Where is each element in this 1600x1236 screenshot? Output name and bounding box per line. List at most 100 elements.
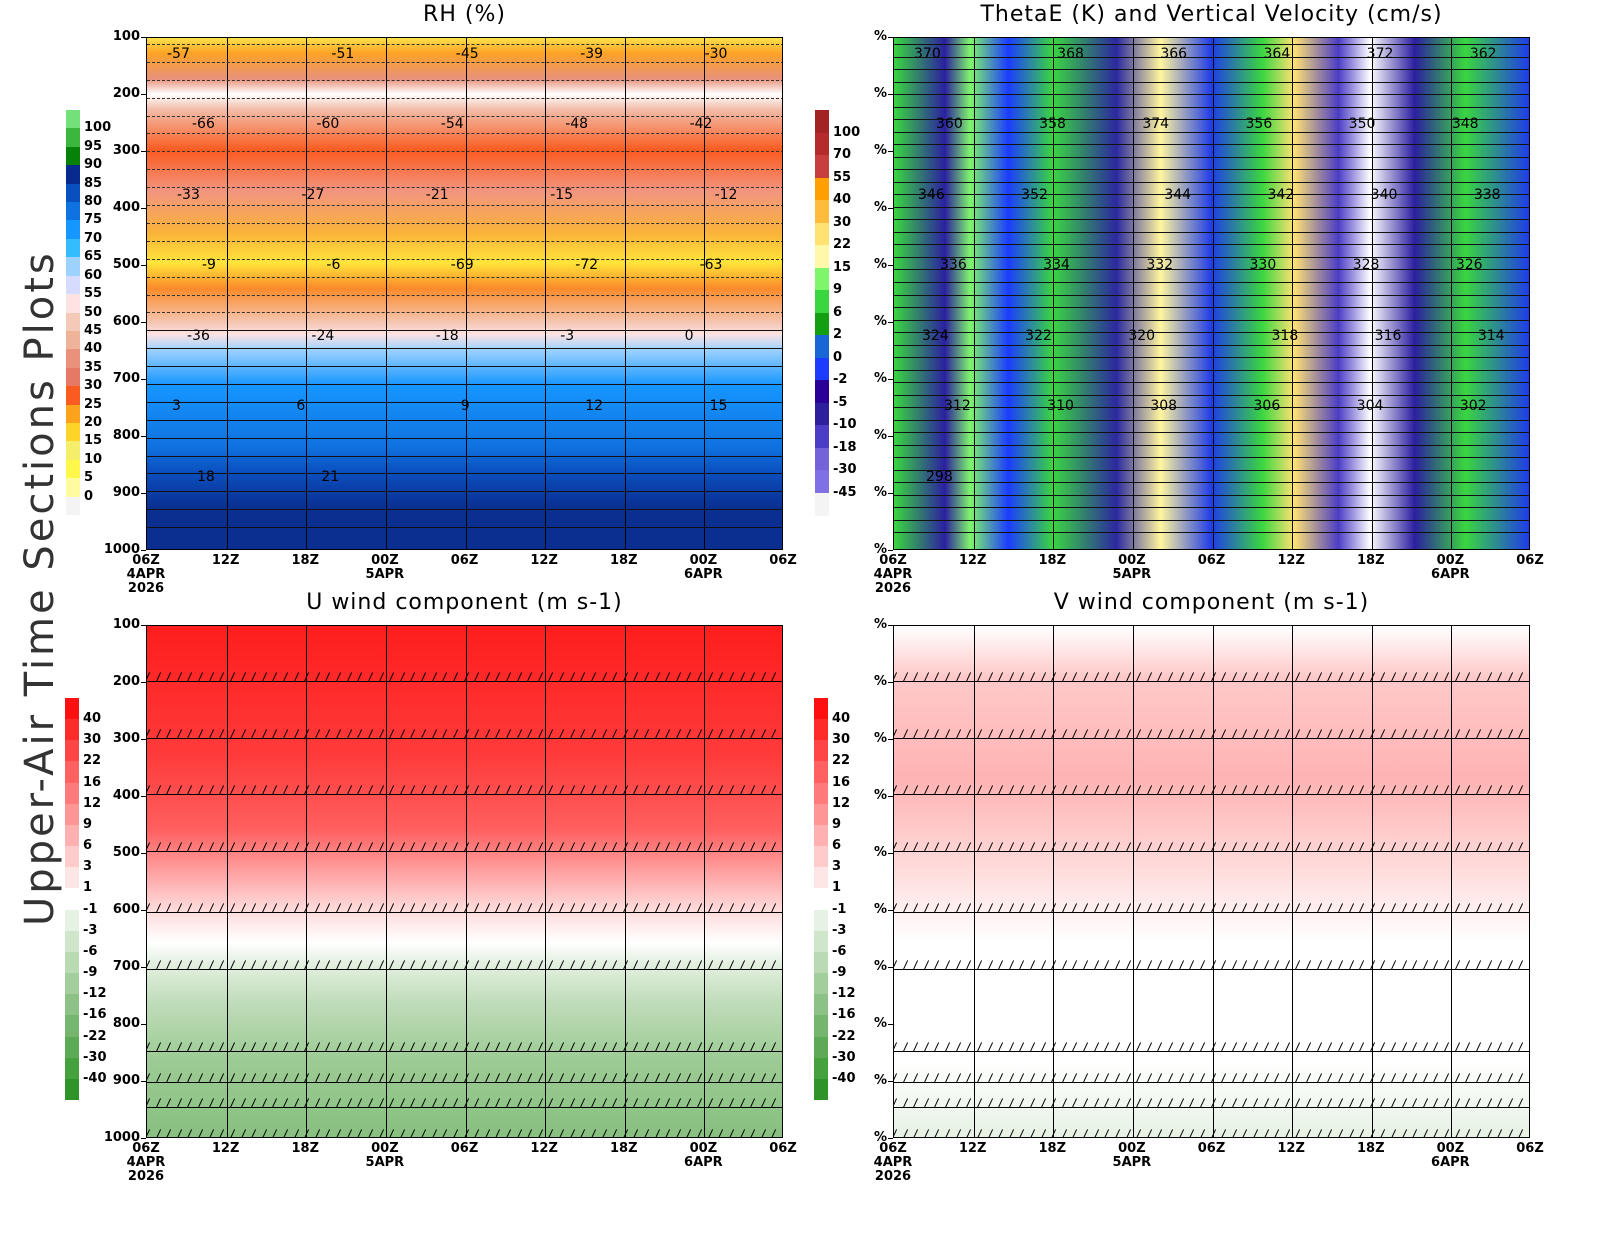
- x-tick-label: 12Z: [1277, 1141, 1305, 1156]
- contour-line: [894, 369, 1529, 371]
- contour-line: [894, 469, 1529, 471]
- wind-barb: [240, 1129, 246, 1137]
- y-tick: [888, 1081, 893, 1082]
- y-tick: [888, 322, 893, 323]
- wind-barb: [495, 1129, 501, 1137]
- wind-barb: [1072, 1129, 1078, 1137]
- colorbar-label: 16: [832, 774, 851, 790]
- contour-label: -15: [550, 186, 574, 203]
- y-tick-label: %: [873, 542, 887, 557]
- time-gridline: [704, 38, 706, 549]
- contour-label: 372: [1366, 46, 1394, 62]
- colorbar-label: 40: [83, 711, 102, 727]
- contour-label: 0: [684, 327, 694, 344]
- v-wind-title: V wind component (m s-1): [1053, 590, 1370, 615]
- contour-label: 302: [1459, 398, 1487, 415]
- colorbar-label: 10: [84, 451, 103, 467]
- contour-line: [147, 115, 782, 117]
- contour-label: -18: [435, 327, 459, 344]
- colorbar-label: 100: [833, 124, 861, 140]
- colorbar-label: 22: [833, 237, 852, 252]
- time-gridline: [306, 626, 308, 1137]
- contour-line: [147, 366, 782, 368]
- colorbar-swatch: [66, 220, 80, 240]
- wind-barb: [558, 1129, 565, 1137]
- colorbar-label: 6: [833, 304, 843, 320]
- wind-barb: [282, 1129, 289, 1137]
- wind-barb: [293, 1129, 299, 1137]
- y-tick: [141, 910, 146, 911]
- colorbar-swatch: [814, 994, 828, 1016]
- wind-barb: [1305, 1129, 1312, 1137]
- wind-barb: [1412, 1129, 1418, 1137]
- wind-barb: [665, 1129, 671, 1137]
- colorbar-swatch: [66, 238, 80, 258]
- colorbar-swatch: [814, 846, 828, 868]
- colorbar-swatch: [65, 909, 79, 932]
- colorbar-swatch: [815, 425, 829, 448]
- wind-barb: [934, 1129, 940, 1137]
- contour-line: [894, 269, 1529, 271]
- x-tick-label: 12Z: [530, 1141, 558, 1156]
- y-tick: [888, 208, 893, 209]
- contour-line: [894, 131, 1529, 133]
- y-tick: [141, 493, 146, 494]
- contour-line: [147, 133, 782, 135]
- wind-barb: [1507, 1129, 1513, 1137]
- contour-label: 318: [1271, 327, 1299, 344]
- contour-label: 366: [1160, 46, 1188, 62]
- time-gridline: [545, 626, 547, 1137]
- wind-barb: [314, 1129, 320, 1137]
- contour-label: 350: [1348, 116, 1376, 133]
- colorbar-swatch: [815, 402, 829, 426]
- colorbar-label: 3: [832, 859, 842, 875]
- x-tick-label: 00Z 5APR: [365, 553, 405, 582]
- wind-barb: [442, 1129, 448, 1137]
- contour-label: 322: [1025, 327, 1052, 344]
- wind-barb: [894, 1129, 898, 1137]
- contour-line: [894, 357, 1529, 359]
- contour-line: [894, 507, 1529, 509]
- colorbar-swatch: [66, 257, 80, 277]
- contour-label: 21: [321, 468, 340, 485]
- time-gridline: [704, 626, 706, 1137]
- wind-barb: [1231, 1129, 1237, 1137]
- colorbar-swatch: [65, 973, 79, 995]
- colorbar-label: 22: [832, 753, 851, 769]
- y-tick-label: 900: [112, 1073, 140, 1088]
- colorbar-swatch: [66, 349, 80, 369]
- wind-barb: [913, 1129, 919, 1137]
- contour-line: [894, 81, 1529, 83]
- colorbar-label: -3: [83, 922, 98, 938]
- colorbar-swatch: [814, 867, 828, 889]
- colorbar-label: -30: [83, 1049, 107, 1065]
- wind-barb: [147, 1129, 151, 1137]
- time-gridline: [545, 38, 547, 549]
- wind-barb: [548, 1129, 554, 1137]
- contour-line: [894, 256, 1529, 258]
- colorbar-label: 16: [83, 774, 102, 790]
- wind-barb: [1443, 1129, 1450, 1137]
- colorbar-label: -22: [832, 1028, 856, 1044]
- wind-barb: [1146, 1129, 1152, 1137]
- colorbar-swatch: [66, 183, 80, 203]
- wind-barb: [399, 1129, 405, 1137]
- contour-line: [894, 44, 1529, 45]
- colorbar-label: -9: [832, 965, 847, 981]
- contour-line: [147, 348, 782, 350]
- wind-barb: [718, 1129, 724, 1137]
- y-tick: [141, 1024, 146, 1025]
- colorbar-swatch: [65, 1015, 79, 1038]
- contour-label: -51: [331, 46, 355, 62]
- y-tick: [888, 151, 893, 152]
- wind-barb: [1284, 1129, 1290, 1137]
- colorbar-label: -40: [83, 1070, 107, 1086]
- wind-barb: [1390, 1129, 1397, 1137]
- contour-line: [894, 519, 1529, 521]
- v-wind-plot: [893, 625, 1530, 1138]
- y-tick-label: 100: [112, 617, 140, 632]
- contour-label: 356: [1245, 116, 1273, 133]
- colorbar-swatch: [814, 973, 828, 995]
- wind-barb-row: [147, 912, 782, 914]
- colorbar-label: -22: [83, 1028, 107, 1044]
